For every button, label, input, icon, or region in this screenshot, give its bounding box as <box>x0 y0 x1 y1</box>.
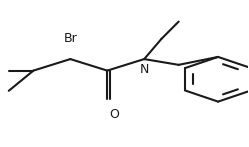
Text: N: N <box>139 63 149 76</box>
Text: Br: Br <box>63 32 77 45</box>
Text: O: O <box>110 108 120 121</box>
